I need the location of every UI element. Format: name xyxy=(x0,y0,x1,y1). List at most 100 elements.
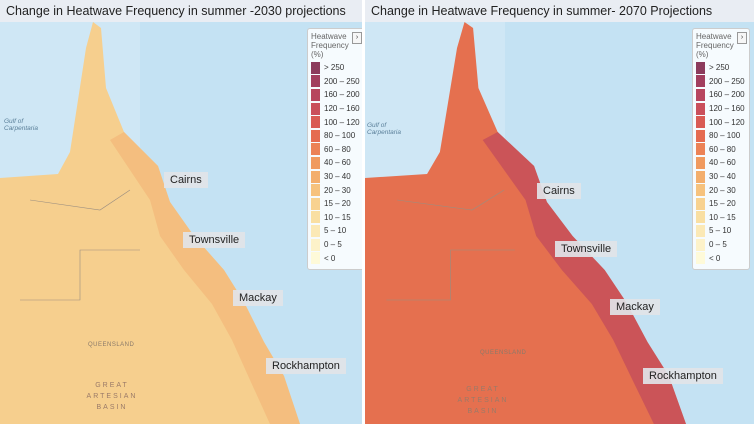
legend-item: 40 – 60 xyxy=(311,156,361,170)
legend-item: 60 – 80 xyxy=(311,143,361,157)
gulf-label: Gulf of Carpentaria xyxy=(4,118,38,132)
legend-label: 160 – 200 xyxy=(709,90,745,100)
state-label: QUEENSLAND xyxy=(480,350,527,356)
legend-item: 30 – 40 xyxy=(311,170,361,184)
legend-swatch xyxy=(311,252,320,265)
legend-item: 30 – 40 xyxy=(696,170,746,184)
legend-item: 20 – 30 xyxy=(311,183,361,197)
legend-swatch xyxy=(696,156,705,169)
legend-label: 80 – 100 xyxy=(709,131,741,141)
legend-item: 120 – 160 xyxy=(696,102,746,116)
border xyxy=(20,249,140,301)
legend-swatch xyxy=(311,238,320,251)
legend-swatch xyxy=(696,197,705,210)
legend-label: 10 – 15 xyxy=(324,212,351,222)
legend-swatch xyxy=(311,116,320,129)
legend-label: 40 – 60 xyxy=(324,158,351,168)
legend-swatch xyxy=(311,197,320,210)
gulf-label: Gulf of Carpentaria xyxy=(367,122,401,136)
legend-swatch xyxy=(696,75,705,88)
legend-swatch xyxy=(311,102,320,115)
legend-label: 100 – 120 xyxy=(709,117,745,127)
map xyxy=(365,0,754,424)
legend-label: 10 – 15 xyxy=(709,212,736,222)
legend-toggle[interactable]: › xyxy=(737,32,747,44)
legend-swatch xyxy=(311,224,320,237)
legend-label: 30 – 40 xyxy=(324,172,351,182)
city-label: Rockhampton xyxy=(643,368,723,384)
legend-swatch xyxy=(696,116,705,129)
legend-item: 5 – 10 xyxy=(311,224,361,238)
legend-label: 0 – 5 xyxy=(324,240,342,250)
legend-toggle[interactable]: › xyxy=(352,32,362,44)
legend-swatch xyxy=(696,143,705,156)
legend-swatch xyxy=(696,170,705,183)
border xyxy=(29,189,131,211)
legend-swatch xyxy=(696,88,705,101)
legend-label: < 0 xyxy=(709,253,721,263)
legend-label: 100 – 120 xyxy=(324,117,360,127)
city-label: Townsville xyxy=(183,232,246,248)
legend-item: 20 – 30 xyxy=(696,183,746,197)
legend-label: 15 – 20 xyxy=(709,199,736,209)
legend-swatch xyxy=(311,184,320,197)
basin-label: GREAT ARTESIAN BASIN xyxy=(86,382,138,411)
legend-item: 40 – 60 xyxy=(696,156,746,170)
legend-item: < 0 xyxy=(696,251,746,265)
legend-label: 30 – 40 xyxy=(709,172,736,182)
legend-label: 120 – 160 xyxy=(324,104,360,114)
legend-item: 100 – 120 xyxy=(311,115,361,129)
legend-item: 100 – 120 xyxy=(696,115,746,129)
legend-label: 5 – 10 xyxy=(324,226,347,236)
legend-item: 200 – 250 xyxy=(311,75,361,89)
land xyxy=(0,22,300,424)
legend-item: 0 – 5 xyxy=(696,238,746,252)
city-label: Mackay xyxy=(610,299,660,315)
legend-item: 15 – 20 xyxy=(696,197,746,211)
panel-title: Change in Heatwave Frequency in summer- … xyxy=(365,0,754,22)
legend-item: 160 – 200 xyxy=(696,88,746,102)
legend-item: 80 – 100 xyxy=(696,129,746,143)
legend-swatch xyxy=(311,129,320,142)
legend-item: 160 – 200 xyxy=(311,88,361,102)
legend-swatch xyxy=(696,184,705,197)
legend-label: > 250 xyxy=(324,63,345,73)
city-label: Rockhampton xyxy=(266,358,346,374)
border xyxy=(397,189,505,211)
legend-swatch xyxy=(311,211,320,224)
city-label: Cairns xyxy=(164,172,208,188)
legend-swatch xyxy=(696,211,705,224)
map-panel: Change in Heatwave Frequency in summer- … xyxy=(365,0,754,424)
coastal-band xyxy=(110,132,300,424)
legend-swatch xyxy=(311,88,320,101)
legend-swatch xyxy=(311,156,320,169)
legend-swatch xyxy=(696,224,705,237)
legend-label: 20 – 30 xyxy=(324,185,351,195)
legend-label: > 250 xyxy=(709,63,730,73)
legend-title: Heatwave Frequency (%) xyxy=(696,32,734,59)
city-label: Cairns xyxy=(537,183,581,199)
legend-swatch xyxy=(696,102,705,115)
legend-swatch xyxy=(696,238,705,251)
legend-label: 40 – 60 xyxy=(709,158,736,168)
legend-item: 10 – 15 xyxy=(696,211,746,225)
city-label: Mackay xyxy=(233,290,283,306)
legend-title: Heatwave Frequency (%) xyxy=(311,32,349,59)
legend-label: 60 – 80 xyxy=(709,144,736,154)
legend-label: 200 – 250 xyxy=(709,76,745,86)
legend-item: 60 – 80 xyxy=(696,143,746,157)
legend-item: 15 – 20 xyxy=(311,197,361,211)
legend-label: 200 – 250 xyxy=(324,76,360,86)
legend-item: > 250 xyxy=(696,61,746,75)
legend-item: < 0 xyxy=(311,251,361,265)
legend-item: 10 – 15 xyxy=(311,211,361,225)
legend-label: 5 – 10 xyxy=(709,226,732,236)
legend-label: 120 – 160 xyxy=(709,104,745,114)
legend-label: 160 – 200 xyxy=(324,90,360,100)
land xyxy=(365,22,686,424)
legend-label: 20 – 30 xyxy=(709,185,736,195)
city-label: Townsville xyxy=(555,241,618,257)
legend-item: 200 – 250 xyxy=(696,75,746,89)
legend-label: 15 – 20 xyxy=(324,199,351,209)
